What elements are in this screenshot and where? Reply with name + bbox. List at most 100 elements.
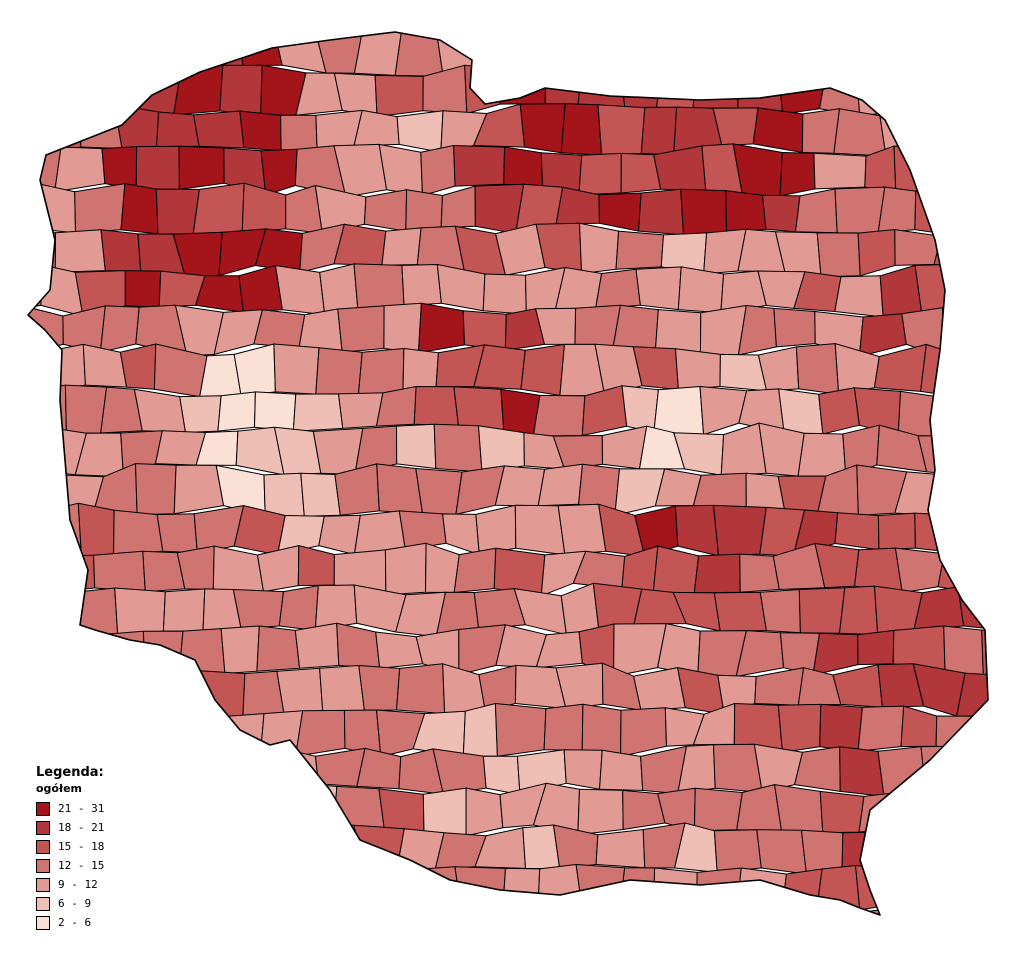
map-region: [1016, 231, 1024, 273]
map-region: [28, 32, 67, 35]
map-region: [319, 665, 365, 712]
map-region: [356, 747, 402, 790]
map-region: [376, 463, 424, 515]
map-region: [959, 342, 988, 398]
map-region: [996, 428, 1024, 476]
map-region: [778, 388, 824, 435]
legend-swatch: [36, 839, 50, 854]
map-region: [253, 309, 306, 349]
map-region: [857, 705, 905, 752]
map-region: [795, 343, 840, 395]
map-region: [959, 912, 988, 915]
map-region: [834, 512, 880, 551]
map-region: [63, 32, 98, 35]
map-region: [933, 146, 983, 194]
map-region: [28, 229, 56, 273]
map-region: [953, 263, 988, 309]
map-region: [294, 622, 340, 669]
map-region: [933, 32, 986, 36]
map-region: [180, 944, 227, 953]
map-region: [28, 384, 67, 434]
map-region: [0, 74, 24, 108]
map-region: [28, 471, 59, 513]
map-region: [0, 624, 26, 668]
map-region: [713, 504, 767, 557]
map-region: [595, 268, 641, 309]
legend-item: 18 - 21: [36, 818, 104, 837]
map-region: [540, 32, 585, 38]
map-region: [458, 624, 506, 676]
map-region: [415, 468, 463, 515]
map-region: [95, 945, 140, 953]
map-region: [120, 183, 159, 235]
map-region: [981, 629, 988, 677]
map-region: [38, 667, 81, 711]
map-region: [494, 703, 547, 757]
map-region: [338, 392, 384, 429]
legend-item: 9 - 12: [36, 875, 104, 894]
map-region: [581, 703, 622, 757]
map-region: [295, 709, 346, 757]
map-region: [578, 32, 622, 38]
map-region: [85, 32, 117, 77]
map-region: [254, 391, 297, 432]
map-region: [621, 385, 659, 434]
map-region: [263, 472, 305, 517]
map-region: [754, 667, 805, 706]
legend-label: 15 - 18: [58, 840, 105, 853]
map-region: [378, 788, 425, 834]
map-region: [635, 266, 682, 311]
map-region: [693, 472, 747, 508]
map-region: [795, 188, 838, 234]
map-region: [358, 665, 401, 711]
map-region: [133, 711, 186, 753]
map-region: [276, 667, 324, 715]
map-region: [979, 386, 988, 434]
map-region: [54, 229, 106, 273]
map-region: [57, 945, 97, 953]
map-region: [28, 75, 67, 107]
map-region: [0, 230, 24, 265]
map-region: [401, 264, 442, 307]
map-region: [78, 103, 123, 150]
legend-label: 2 - 6: [58, 916, 92, 929]
map-region: [595, 829, 646, 869]
map-region: [512, 32, 567, 72]
map-region: [939, 386, 982, 437]
legend-item: 15 - 18: [36, 837, 104, 856]
map-region: [797, 667, 842, 706]
map-region: [855, 69, 902, 117]
map-region: [736, 784, 782, 831]
map-region: [238, 747, 283, 796]
map-region: [774, 0, 818, 30]
map-region: [254, 32, 303, 33]
map-region: [978, 0, 1024, 29]
map-region: [0, 305, 21, 353]
map-region: [28, 823, 40, 873]
map-region: [601, 32, 642, 67]
map-region: [1002, 269, 1024, 317]
map-region: [904, 791, 946, 831]
map-region: [0, 551, 27, 595]
map-region: [801, 108, 840, 154]
legend-swatch: [36, 820, 50, 835]
map-region: [839, 746, 885, 797]
map-region: [261, 783, 302, 832]
map-region: [913, 903, 962, 915]
map-region: [28, 146, 62, 193]
map-region: [114, 587, 166, 636]
map-region: [142, 789, 187, 826]
map-region: [877, 186, 917, 234]
map-region: [465, 787, 504, 837]
map-region: [28, 588, 48, 632]
map-region: [578, 152, 622, 196]
map-region: [43, 104, 82, 153]
map-region: [204, 752, 243, 791]
map-region: [736, 946, 786, 953]
map-region: [28, 555, 62, 595]
map-region: [300, 472, 341, 517]
map-region: [537, 864, 584, 913]
map-region: [274, 32, 327, 74]
map-region: [219, 32, 256, 35]
map-region: [280, 114, 318, 152]
